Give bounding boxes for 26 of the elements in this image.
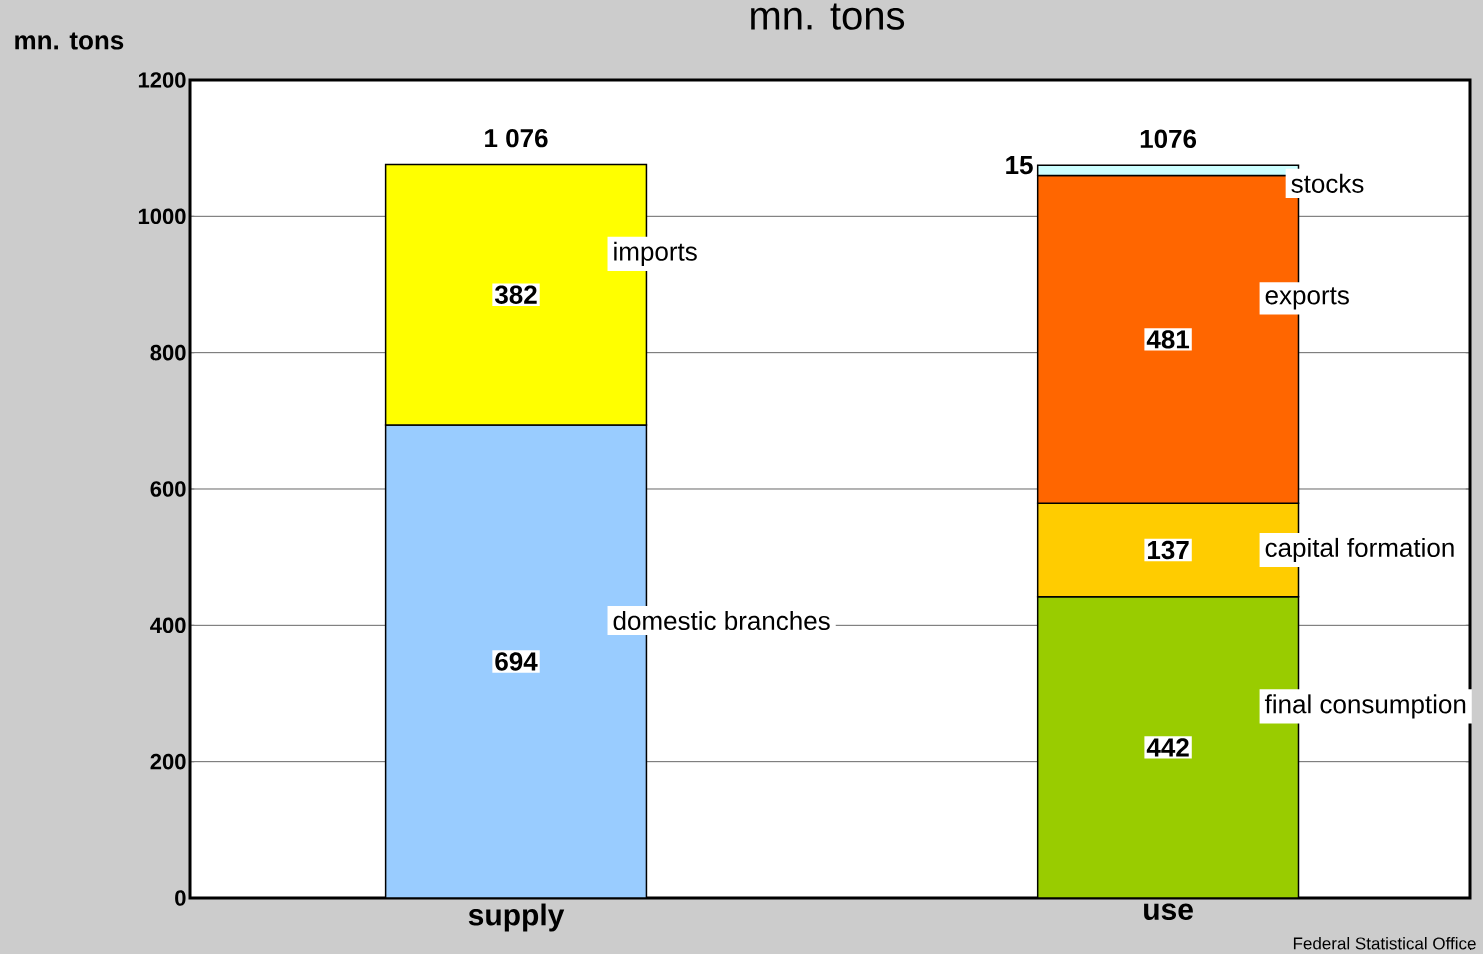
data-label: 15 — [1006, 156, 1033, 175]
y-tick-label: 800 — [150, 344, 186, 361]
series-label: capital formation — [1265, 537, 1454, 563]
series-label: domestic branches — [613, 611, 830, 631]
text: Federal Statistical Office — [1293, 936, 1476, 950]
x-tick-label: supply — [468, 903, 565, 932]
data-label: 442 — [1146, 738, 1189, 757]
series-label: stocks — [1291, 173, 1364, 193]
chart-title: mn. tons — [751, 3, 905, 30]
data-label: 694 — [495, 652, 538, 671]
data-label: 382 — [494, 285, 537, 304]
x-tick-label: use — [1144, 903, 1193, 920]
y-tick-label: 0 — [175, 890, 186, 906]
series-label: imports — [614, 241, 697, 266]
data-label: 137 — [1148, 540, 1189, 560]
y-tick-label: 1200 — [138, 72, 186, 88]
total-label: 1 076 — [485, 128, 548, 148]
y-tick-label: 600 — [150, 481, 186, 497]
series-label: exports — [1265, 287, 1349, 310]
total-label: 1076 — [1140, 129, 1197, 149]
data-label: 481 — [1146, 330, 1190, 349]
y-tick-label: 200 — [150, 753, 186, 770]
y-tick-label: 1000 — [138, 208, 186, 225]
y-axis-title: mn. tons — [15, 32, 124, 50]
series-label: final consumption — [1264, 694, 1466, 719]
y-tick-label: 400 — [150, 617, 186, 634]
